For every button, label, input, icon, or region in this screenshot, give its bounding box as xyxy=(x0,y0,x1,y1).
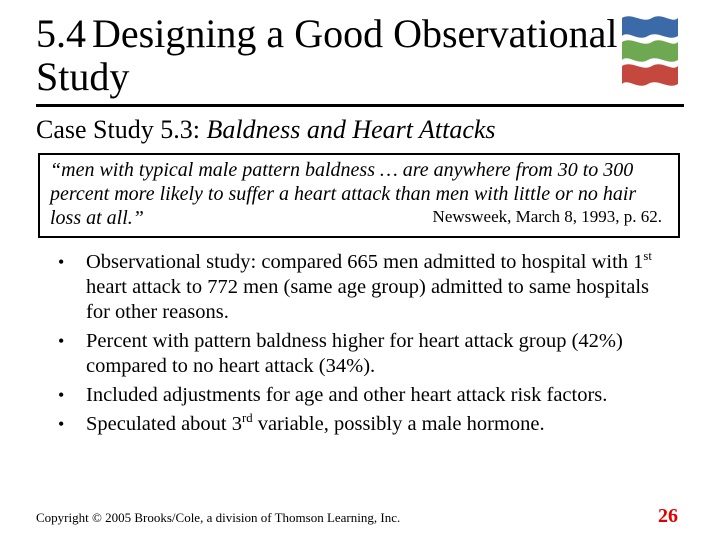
bullet-marker: • xyxy=(58,329,86,379)
case-study-subtitle: Case Study 5.3: Baldness and Heart Attac… xyxy=(36,115,684,145)
quote-body: “men with typical male pattern baldness … xyxy=(50,159,636,205)
quote-box: “men with typical male pattern baldness … xyxy=(38,153,680,238)
corner-decoration-icon xyxy=(618,14,680,92)
bullet-text: Included adjustments for age and other h… xyxy=(86,383,674,408)
bullet-text: Speculated about 3rd variable, possibly … xyxy=(86,412,674,437)
case-study-detail: Baldness and Heart Attacks xyxy=(206,115,495,144)
slide-title: 5.4Designing a Good Observational Study xyxy=(36,12,618,98)
bullet-list: •Observational study: compared 665 men a… xyxy=(36,250,684,437)
quote-last-line: loss at all.” Newsweek, March 8, 1993, p… xyxy=(50,207,668,231)
section-number: 5.4 xyxy=(36,12,86,55)
bullet-marker: • xyxy=(58,250,86,325)
bullet-item: •Observational study: compared 665 men a… xyxy=(58,250,674,325)
page-number: 26 xyxy=(658,505,678,528)
quote-citation: Newsweek, March 8, 1993, p. 62. xyxy=(433,207,668,227)
bullet-text: Percent with pattern baldness higher for… xyxy=(86,329,674,379)
case-study-lead: Case Study 5.3: xyxy=(36,115,200,144)
slide: 5.4Designing a Good Observational Study … xyxy=(0,0,720,540)
bullet-marker: • xyxy=(58,412,86,437)
bullet-item: •Included adjustments for age and other … xyxy=(58,383,674,408)
title-row: 5.4Designing a Good Observational Study xyxy=(36,12,684,98)
bullet-item: •Percent with pattern baldness higher fo… xyxy=(58,329,674,379)
copyright-footer: Copyright © 2005 Brooks/Cole, a division… xyxy=(36,510,400,526)
title-text: Designing a Good Observational Study xyxy=(36,11,617,99)
bullet-text: Observational study: compared 665 men ad… xyxy=(86,250,674,325)
title-underline xyxy=(36,104,684,107)
quote-tail: loss at all.” xyxy=(50,207,144,229)
bullet-item: •Speculated about 3rd variable, possibly… xyxy=(58,412,674,437)
bullet-marker: • xyxy=(58,383,86,408)
